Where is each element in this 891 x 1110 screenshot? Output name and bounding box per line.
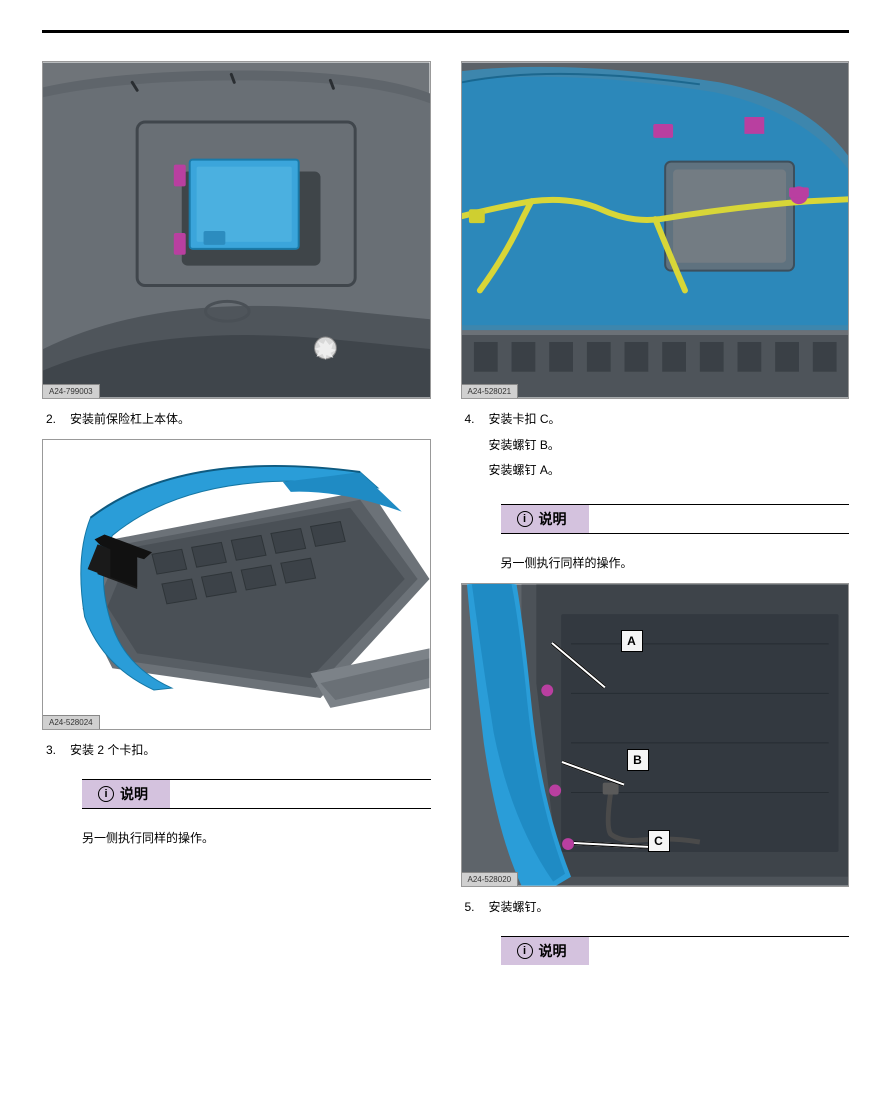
- step-4: 4. 安装卡扣 C。 安装螺钉 B。 安装螺钉 A。: [461, 409, 850, 486]
- callout-5: i 说明: [501, 936, 850, 965]
- header-rule: [42, 30, 849, 33]
- figure-1-label: A24-799003: [43, 384, 100, 398]
- step-5-number: 5.: [465, 897, 489, 919]
- figure-3-label: A24-528021: [462, 384, 519, 398]
- step-4-number: 4.: [465, 409, 489, 486]
- marker-c: C: [648, 830, 670, 852]
- callout-4-label: 说明: [539, 509, 567, 529]
- callout-3-box: i 说明: [82, 780, 170, 808]
- step-4-line-2: 安装螺钉 B。: [489, 435, 850, 457]
- marker-b: B: [627, 749, 649, 771]
- callout-3: i 说明: [82, 779, 431, 809]
- content-columns: A24-799003 2. 安装前保险杠上本体。: [42, 61, 849, 975]
- step-4-line-1: 安装卡扣 C。: [489, 409, 850, 431]
- callout-4-box: i 说明: [501, 505, 589, 533]
- step-3-number: 3.: [46, 740, 70, 762]
- figure-2: A24-528024: [42, 439, 431, 730]
- info-icon: i: [517, 943, 533, 959]
- info-icon: i: [98, 786, 114, 802]
- step-4-line-3: 安装螺钉 A。: [489, 460, 850, 482]
- marker-a: A: [621, 630, 643, 652]
- subtext-4: 另一侧执行同样的操作。: [501, 554, 850, 571]
- callout-4: i 说明: [501, 504, 850, 534]
- figure-1-svg: [43, 62, 430, 398]
- figure-4: A B C A24-528020: [461, 583, 850, 887]
- step-5-text: 安装螺钉。: [489, 897, 850, 919]
- step-5: 5. 安装螺钉。: [461, 897, 850, 919]
- step-4-body: 安装卡扣 C。 安装螺钉 B。 安装螺钉 A。: [489, 409, 850, 486]
- figure-3: A24-528021: [461, 61, 850, 399]
- callout-5-label: 说明: [539, 941, 567, 961]
- figure-2-svg: [43, 440, 430, 729]
- callout-3-label: 说明: [120, 784, 148, 804]
- callout-5-box: i 说明: [501, 937, 589, 965]
- step-2: 2. 安装前保险杠上本体。: [42, 409, 431, 431]
- figure-2-label: A24-528024: [43, 715, 100, 729]
- subtext-3: 另一侧执行同样的操作。: [82, 829, 431, 846]
- figure-4-label: A24-528020: [462, 872, 519, 886]
- step-3-text: 安装 2 个卡扣。: [70, 740, 431, 762]
- left-column: A24-799003 2. 安装前保险杠上本体。: [42, 61, 431, 975]
- step-2-number: 2.: [46, 409, 70, 431]
- figure-3-svg: [462, 62, 849, 398]
- step-2-text: 安装前保险杠上本体。: [70, 409, 431, 431]
- info-icon: i: [517, 511, 533, 527]
- right-column: A24-528021 4. 安装卡扣 C。 安装螺钉 B。 安装螺钉 A。 i …: [461, 61, 850, 975]
- step-3: 3. 安装 2 个卡扣。: [42, 740, 431, 762]
- figure-1: A24-799003: [42, 61, 431, 399]
